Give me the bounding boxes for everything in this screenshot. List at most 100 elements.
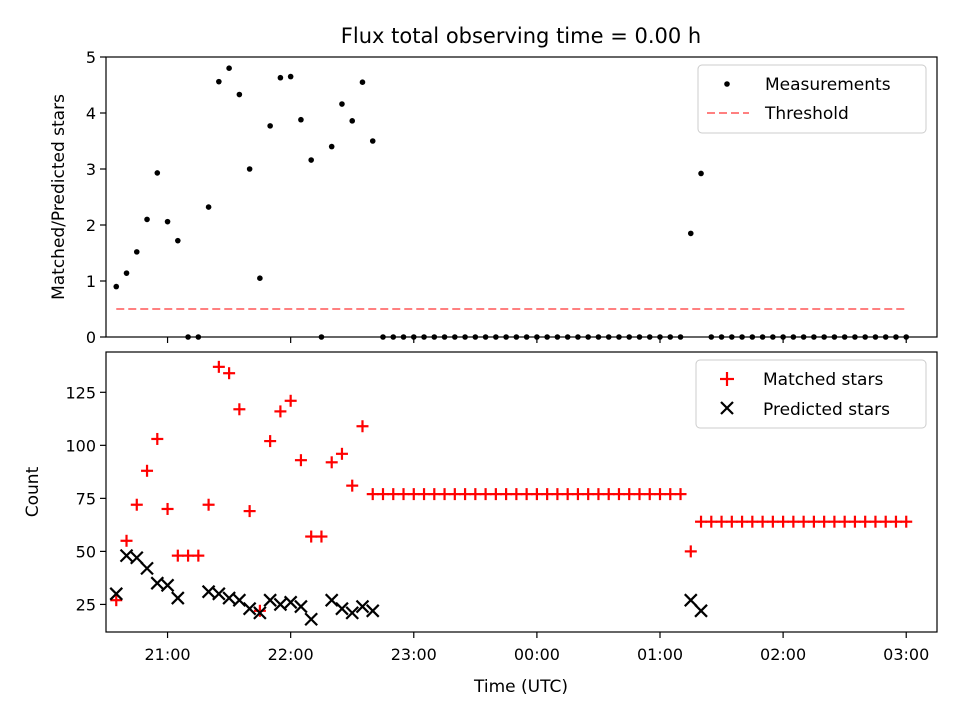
matched-star-point <box>797 515 810 528</box>
matched-star-point <box>684 545 697 558</box>
matched-star-point <box>192 549 205 562</box>
predicted-star-point <box>253 606 267 620</box>
predicted-star-point <box>683 593 698 607</box>
matched-star-point <box>777 515 790 528</box>
matched-star-point <box>756 515 769 528</box>
x-tick-label: 01:00 <box>637 645 683 664</box>
matched-star-point <box>807 515 820 528</box>
predicted-star-point <box>129 550 144 565</box>
x-tick-label: 22:00 <box>268 645 314 664</box>
matched-star-point <box>294 454 307 467</box>
predicted-star-point <box>283 595 298 610</box>
matched-star-point <box>315 530 328 543</box>
matched-star-point <box>695 515 708 528</box>
matched-star-point <box>715 515 728 528</box>
matched-star-point <box>602 488 615 501</box>
predicted-star-point <box>324 593 339 607</box>
measurement-point <box>369 138 376 144</box>
predicted-star-point <box>263 593 277 607</box>
measurement-point <box>236 91 243 98</box>
matched-star-point <box>510 488 523 501</box>
x-tick-label: 00:00 <box>514 645 560 664</box>
top-y-axis-label: Matched/Predicted stars <box>49 94 69 300</box>
matched-star-point <box>459 488 472 501</box>
matched-star-point <box>818 515 831 528</box>
measurement-point <box>205 204 212 210</box>
matched-star-point <box>438 488 451 501</box>
measurement-point <box>144 216 150 223</box>
matched-star-point <box>325 456 338 469</box>
measurement-point <box>687 230 694 237</box>
legend-predicted-label: Predicted stars <box>763 400 890 420</box>
matched-star-point <box>223 367 236 380</box>
matched-star-point <box>664 488 677 501</box>
predicted-star-point <box>140 561 154 576</box>
matched-star-point <box>264 435 277 448</box>
bottom-plot-marks <box>109 360 913 627</box>
matched-star-point <box>705 515 718 528</box>
predicted-star-point <box>365 604 380 618</box>
predicted-star-point <box>222 591 236 605</box>
measurement-point <box>113 283 120 290</box>
bottom-axis-ticks: 25 50 75 100 125 21:00 22:00 23:00 00:00 01:00 02:… <box>65 383 929 664</box>
matched-star-point <box>448 488 461 501</box>
matched-star-point <box>879 515 892 528</box>
matched-star-point <box>654 488 666 501</box>
matched-star-point <box>900 515 913 528</box>
matched-star-point <box>346 479 359 492</box>
matched-star-point <box>202 498 215 511</box>
bottom-y-tick-label: 50 <box>76 542 96 561</box>
matched-star-point <box>489 488 502 501</box>
chart-title: Flux total observing time = 0.00 h <box>341 24 701 48</box>
top-legend: Measurements Threshold <box>697 64 927 134</box>
predicted-star-point <box>212 587 226 601</box>
measurement-point <box>698 170 704 177</box>
matched-star-point <box>633 488 646 501</box>
measurement-point <box>175 237 181 244</box>
predicted-star-point <box>294 599 308 614</box>
predicted-star-point <box>201 584 216 599</box>
matched-star-point <box>869 515 882 528</box>
matched-star-point <box>284 394 297 407</box>
matched-star-point <box>674 488 687 501</box>
measurement-point <box>216 78 222 85</box>
measurement-point <box>277 74 284 81</box>
bottom-legend: Matched stars Predicted stars <box>695 359 927 429</box>
matched-star-point <box>582 488 595 501</box>
matched-star-point <box>623 488 636 501</box>
predicted-star-point <box>355 599 370 614</box>
predicted-star-point <box>345 606 360 620</box>
matched-star-point <box>848 515 861 528</box>
matched-star-point <box>161 502 174 515</box>
measurement-point <box>287 73 294 80</box>
measurement-point <box>226 65 232 71</box>
legend-measurements-marker <box>724 81 730 87</box>
predicted-star-point <box>171 591 185 605</box>
top-panel: 0 1 2 3 4 5 Matched/Predicted stars Measureme… <box>49 48 938 347</box>
bottom-y-tick-label: 125 <box>65 383 96 402</box>
matched-star-point <box>377 488 389 501</box>
legend-predicted-marker <box>720 401 734 415</box>
legend-measurements-label: Measurements <box>765 75 891 95</box>
bottom-y-tick-label: 100 <box>65 436 96 455</box>
top-y-tick-label: 2 <box>86 216 96 235</box>
measurement-point <box>133 249 140 255</box>
matched-star-point <box>592 488 605 501</box>
measurement-point <box>349 118 356 124</box>
top-y-tick-label: 3 <box>86 160 96 179</box>
measurement-point <box>267 123 273 129</box>
top-y-tick-label: 4 <box>86 104 96 123</box>
matched-star-point <box>120 534 133 547</box>
measurement-point <box>123 270 130 276</box>
predicted-star-point <box>304 612 318 627</box>
bottom-legend-box <box>695 359 927 429</box>
matched-star-point <box>407 488 420 501</box>
measurement-point <box>154 170 161 176</box>
matched-star-point <box>725 515 738 528</box>
matched-star-point <box>746 515 759 528</box>
legend-matched-label: Matched stars <box>763 370 883 390</box>
matched-star-point <box>787 515 800 528</box>
measurement-point <box>328 143 335 150</box>
matched-star-point <box>571 488 584 501</box>
